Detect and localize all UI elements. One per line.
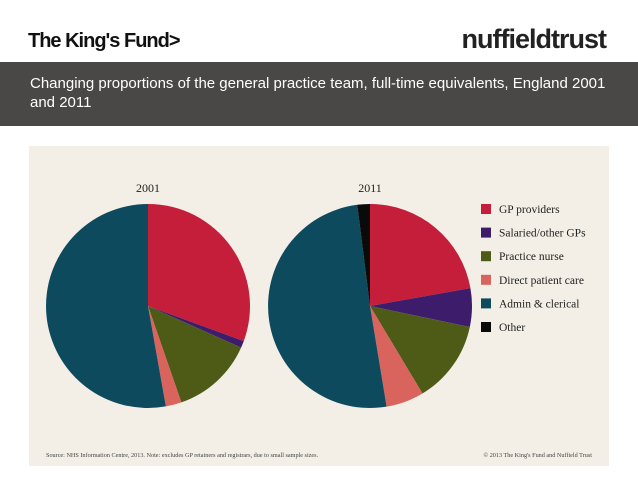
pie-title-2001: 2001	[136, 181, 160, 195]
source-note: Source: NHS Information Centre, 2013. No…	[46, 452, 319, 459]
legend-swatch-practice-nurse	[481, 251, 491, 262]
legend-swatch-salaried-other-gps	[481, 227, 491, 238]
legend-label-other: Other	[499, 322, 525, 334]
pie-slice-2011-salaried-other-gps	[370, 288, 473, 327]
pie-slice-2011-admin-clerical	[268, 204, 387, 408]
legend-label-salaried-other-gps: Salaried/other GPs	[499, 228, 586, 240]
pie-slice-2011-practice-nurse	[370, 306, 470, 394]
legend-label-gp-providers: GP providers	[499, 204, 560, 216]
chart-title: Changing proportions of the general prac…	[30, 75, 606, 111]
pie-slice-2011-direct-patient-care	[370, 306, 423, 407]
legend-swatch-admin-clerical	[481, 298, 491, 309]
pie-slice-2011-gp-providers	[370, 204, 471, 306]
legend: GP providers Salaried/other GPs Practice n…	[481, 204, 586, 334]
pie-slice-2001-practice-nurse	[148, 306, 242, 403]
pie-chart-2001	[46, 204, 250, 408]
title-banner: Changing proportions of the general prac…	[0, 62, 638, 126]
pie-slice-2011-other	[357, 204, 370, 306]
chart-canvas: 2001 2011 GP providers Salaried/other GPs…	[46, 181, 592, 459]
copyright-note: © 2013 The King's Fund and Nuffield Trus…	[483, 452, 592, 459]
legend-swatch-other	[481, 322, 491, 332]
pie-slice-2001-direct-patient-care	[148, 306, 182, 407]
nuffield-trust-logo: nuffieldtrust	[461, 24, 607, 54]
kings-fund-logo: The King's Fund>	[28, 30, 181, 52]
legend-label-admin-clerical: Admin & clerical	[499, 298, 579, 310]
legend-label-direct-patient-care: Direct patient care	[499, 275, 584, 287]
legend-label-practice-nurse: Practice nurse	[499, 251, 564, 263]
legend-swatch-gp-providers	[481, 204, 491, 214]
pie-slice-2001-gp-providers	[148, 204, 250, 342]
pie-chart-2011	[268, 204, 473, 408]
chart-panel: 2001 2011 GP providers Salaried/other GPs…	[29, 146, 609, 466]
pie-title-2011: 2011	[358, 181, 382, 195]
pie-slice-2001-salaried-other-gps	[148, 306, 244, 348]
pie-slice-2001-admin-clerical	[46, 204, 166, 408]
legend-swatch-direct-patient-care	[481, 274, 491, 285]
